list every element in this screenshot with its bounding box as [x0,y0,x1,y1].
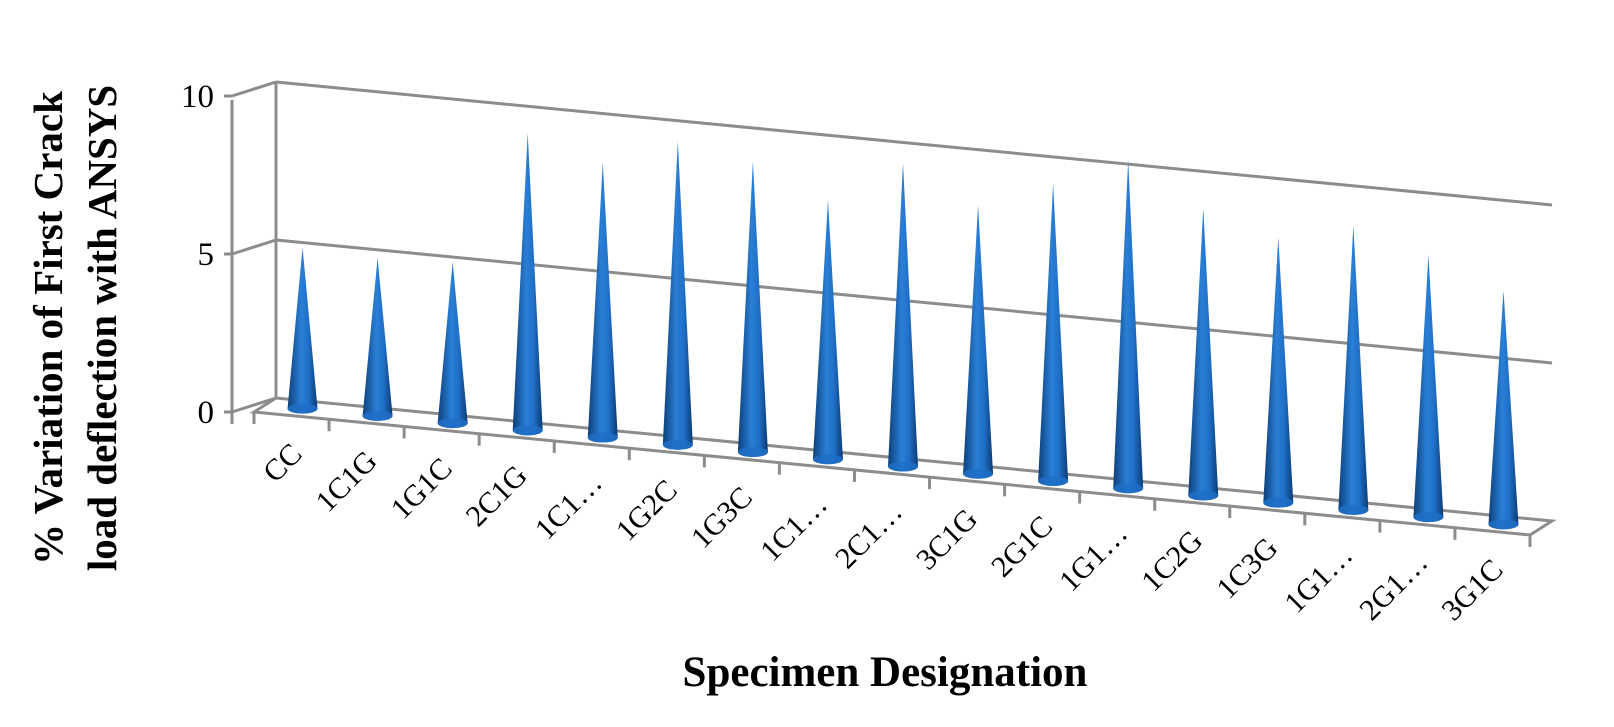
cone-base [1263,497,1294,508]
x-tick-label: 1C2G [1135,524,1209,598]
cone-body [1338,225,1369,515]
y-axis-title: % Variation of First Crack load deflecti… [25,85,125,571]
cone-base [287,403,318,414]
cone-7 [737,161,768,458]
cone-12 [1113,159,1144,494]
cone-6 [662,141,693,450]
gridline [275,80,1553,207]
cone-16 [1413,254,1444,523]
y-tick-label: 0 [198,395,215,431]
cone-9 [888,163,918,472]
y-tick-connector [231,396,277,414]
cone-body [963,205,994,479]
cone-1 [287,247,318,414]
cone-base [1038,475,1069,486]
x-tick-label: 2C1G [460,459,534,533]
cone-body [437,261,468,429]
x-tick-label: 1G2C [610,473,684,547]
cone-base [888,461,918,472]
cone-body [362,257,393,421]
cone-base [737,447,768,458]
x-tick-label: 2G1… [1353,546,1434,627]
chart-frame [230,82,1557,547]
cone-body [1188,207,1219,501]
gridlines [224,80,1553,414]
cone-base [362,410,393,421]
cone-base [587,432,618,443]
cone-series [287,133,1519,530]
cone-body [812,200,843,465]
y-tick-label: 10 [181,79,214,115]
floor [249,396,1557,537]
cone-13 [1188,207,1219,501]
x-tick-label: 1G1… [1053,517,1134,598]
cone-body [888,163,918,472]
cone-body [1488,290,1519,530]
cone-body [662,141,693,450]
gridline [275,238,1553,365]
cone-body [287,247,318,414]
x-tick-label: 1C1… [754,488,834,568]
cone-3 [437,261,468,429]
cone-2 [362,257,393,421]
x-tick-label: 1G3C [685,481,759,555]
cone-body [1113,159,1144,494]
cone-15 [1338,225,1369,515]
cone-base [1188,490,1219,501]
y-tick-connector [231,238,277,256]
cone-10 [963,205,994,479]
cone-14 [1263,237,1294,508]
x-tick-label: 3G1C [1435,553,1509,627]
cone-base [1113,483,1144,494]
x-tick-label: 1G1… [1278,539,1359,620]
cone-base [1488,519,1519,530]
x-tick-label: 1G1C [385,452,459,526]
cone-17 [1488,290,1519,530]
cone-base [963,468,994,479]
cone-11 [1038,183,1069,486]
x-tick-label: CC [257,437,309,489]
cone-4 [512,133,543,436]
y-tick-labels: 0 5 10 [181,79,214,431]
x-axis-title: Specimen Designation [683,649,1088,696]
x-tick-label: 1C3G [1210,531,1284,605]
cone-base [437,418,468,429]
x-tick-label: 2C1… [829,495,909,575]
cone-8 [812,200,843,465]
cone-body [1038,183,1069,486]
cone-base [1338,504,1369,515]
cone-base [1413,512,1444,523]
cone-body [1263,237,1294,508]
cone-base [812,454,843,465]
cone-body [512,133,543,436]
cone-base [512,425,543,436]
cone-body [1413,254,1444,523]
cone-body [587,162,618,443]
x-tick-label: 1C1G [310,444,384,518]
y-tick-label: 5 [198,237,215,273]
x-tick-label: 3C1G [910,502,984,576]
cone-5 [587,162,618,443]
x-tick-label: 2G1C [985,510,1059,584]
cone-body [737,161,768,458]
y-axis-title-line-1: % Variation of First Crack [25,91,71,565]
y-tick-connector [231,80,277,98]
y-axis-title-line-2: load deflection with ANSYS [79,85,125,571]
x-tick-label: 1C1… [529,466,609,546]
cone-base [662,439,693,450]
